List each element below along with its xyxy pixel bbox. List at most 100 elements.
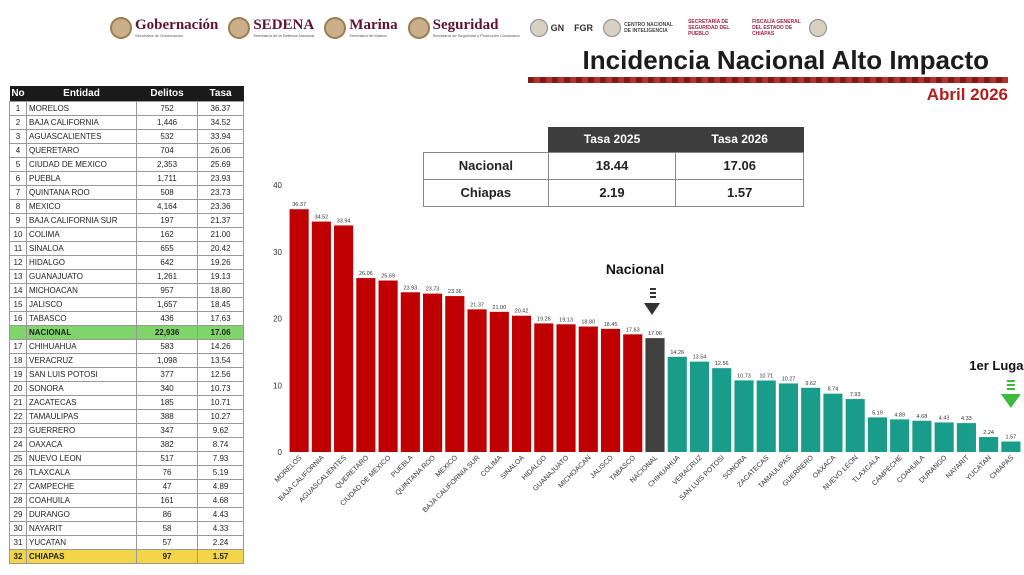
logo-marina: Marina Secretaría de Marina [324,17,398,39]
cell-delitos: 185 [135,394,199,410]
cell-no: 17 [9,338,27,354]
data-label: 4.68 [917,414,928,420]
row-label: Chiapas [423,178,549,207]
cell-entidad: MEXICO [26,198,137,214]
col-tasa: Tasa [197,86,244,101]
cell-entidad: HIDALGO [26,254,137,270]
cell-no: 19 [9,366,27,382]
cell-delitos: 752 [135,100,199,116]
cell-no: 23 [9,422,27,438]
cell-tasa: 26.06 [197,142,244,158]
cell-no: 26 [9,464,27,480]
col-delitos: Delitos [136,86,198,101]
cell-delitos: 655 [135,240,199,256]
data-label: 5.19 [872,410,883,416]
arrow-stripe [650,296,656,298]
cell-no: 1 [9,100,27,116]
data-label: 8.74 [828,387,839,393]
tasa-2025-value: 2.19 [547,178,677,207]
bar-sinaloa [511,315,532,452]
table-row: 2 BAJA CALIFORNIA 1,446 34.52 [9,114,244,130]
cell-delitos: 161 [135,492,199,508]
cell-no: 18 [9,352,27,368]
tasa-2026-value: 1.57 [675,178,804,207]
logo-gn: GN [529,19,564,37]
cell-entidad: TAMAULIPAS [26,408,137,424]
table-row: 3 AGUASCALIENTES 532 33.94 [9,128,244,144]
data-label: 23.36 [448,289,462,295]
data-label: 10.71 [759,374,773,380]
cell-no: 20 [9,380,27,396]
bar-quintana-roo [423,293,443,452]
data-label: 20.42 [515,309,529,315]
page-subtitle: Abril 2026 [926,85,1008,104]
cell-delitos: 704 [135,142,199,158]
arrow-down-icon [644,303,660,315]
cell-delitos: 1,446 [135,114,199,130]
table-row: 24 OAXACA 382 8.74 [9,436,244,452]
y-tick-label: 40 [273,181,282,190]
cell-entidad: MORELOS [26,100,137,116]
cell-delitos: 1,657 [135,296,199,312]
data-label: 12.56 [715,361,729,367]
table-row: 17 CHIHUAHUA 583 14.26 [9,338,244,354]
bar-chiapas [1001,441,1021,452]
bar-coahuila [912,420,932,452]
cell-tasa: 8.74 [197,436,244,452]
data-label: 13.54 [693,355,707,361]
cell-delitos: 86 [135,506,199,522]
cell-no: 25 [9,450,27,466]
cell-entidad: TABASCO [26,310,137,326]
bar-michoacan [578,326,598,452]
cell-no: 28 [9,492,27,508]
data-label: 21.37 [470,302,484,308]
title-decoration [528,77,1008,83]
table-row: 11 SINALOA 655 20.42 [9,240,244,256]
cell-entidad: NUEVO LEON [26,450,137,466]
cell-no: 32 [9,548,27,564]
cell-entidad: QUINTANA ROO [26,184,137,200]
cell-tasa: 25.69 [197,156,244,172]
cell-tasa: 9.62 [197,422,244,438]
arrow-stripe [1006,388,1015,390]
data-label: 7.93 [850,392,861,398]
table-row: 29 DURANGO 86 4.43 [9,506,244,522]
cell-delitos: 532 [135,128,199,144]
table-row: 9 BAJA CALIFORNIA SUR 197 21.37 [9,212,244,228]
cell-delitos: 97 [135,548,199,564]
bar-guerrero [801,387,821,452]
table-row: 4 QUERETARO 704 26.06 [9,142,244,158]
cell-no: 27 [9,478,27,494]
cell-no: 16 [9,310,27,326]
logo-cni: CENTRO NACIONAL DE INTELIGENCIA [603,19,678,37]
comparison-row-chiapas: Chiapas 2.19 1.57 [423,178,804,207]
seal-icon [110,17,132,39]
bar-puebla [400,292,420,452]
data-label: 17.63 [626,327,640,333]
logo-seguridad: Seguridad Secretaría de Seguridad y Prote… [407,17,520,39]
cell-no: 3 [9,128,27,144]
cell-entidad: SAN LUIS POTOSI [26,366,137,382]
cell-delitos: 377 [135,366,199,382]
data-label: 1.57 [1006,435,1017,441]
table-row: 30 NAYARIT 58 4.33 [9,520,244,536]
cell-entidad: GUERRERO [26,422,137,438]
ranking-table: No Entidad Delitos Tasa 1 MORELOS 752 36.37… [9,86,244,564]
bar-veracruz [689,361,710,452]
cell-no: 6 [9,170,27,186]
emblem-icon [529,19,548,37]
arrow-stripe [1006,384,1015,386]
cell-entidad: YUCATAN [26,534,137,550]
bar-colima [489,311,509,452]
cell-delitos: 957 [135,282,199,298]
cell-entidad: SINALOA [26,240,137,256]
data-label: 19.26 [537,316,551,322]
cell-delitos: 517 [135,450,199,466]
bar-zacatecas [756,380,776,452]
table-row: 13 GUANAJUATO 1,261 19.13 [9,268,244,284]
bar-baja-california [311,221,331,452]
table-row: 7 QUINTANA ROO 508 23.73 [9,184,244,200]
cell-tasa: 17.63 [197,310,244,326]
cell-delitos: 1,261 [135,268,199,284]
